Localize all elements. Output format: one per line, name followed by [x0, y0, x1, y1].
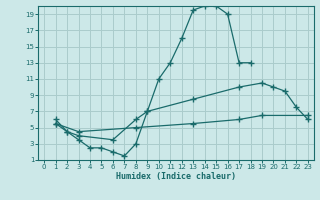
X-axis label: Humidex (Indice chaleur): Humidex (Indice chaleur) [116, 172, 236, 181]
